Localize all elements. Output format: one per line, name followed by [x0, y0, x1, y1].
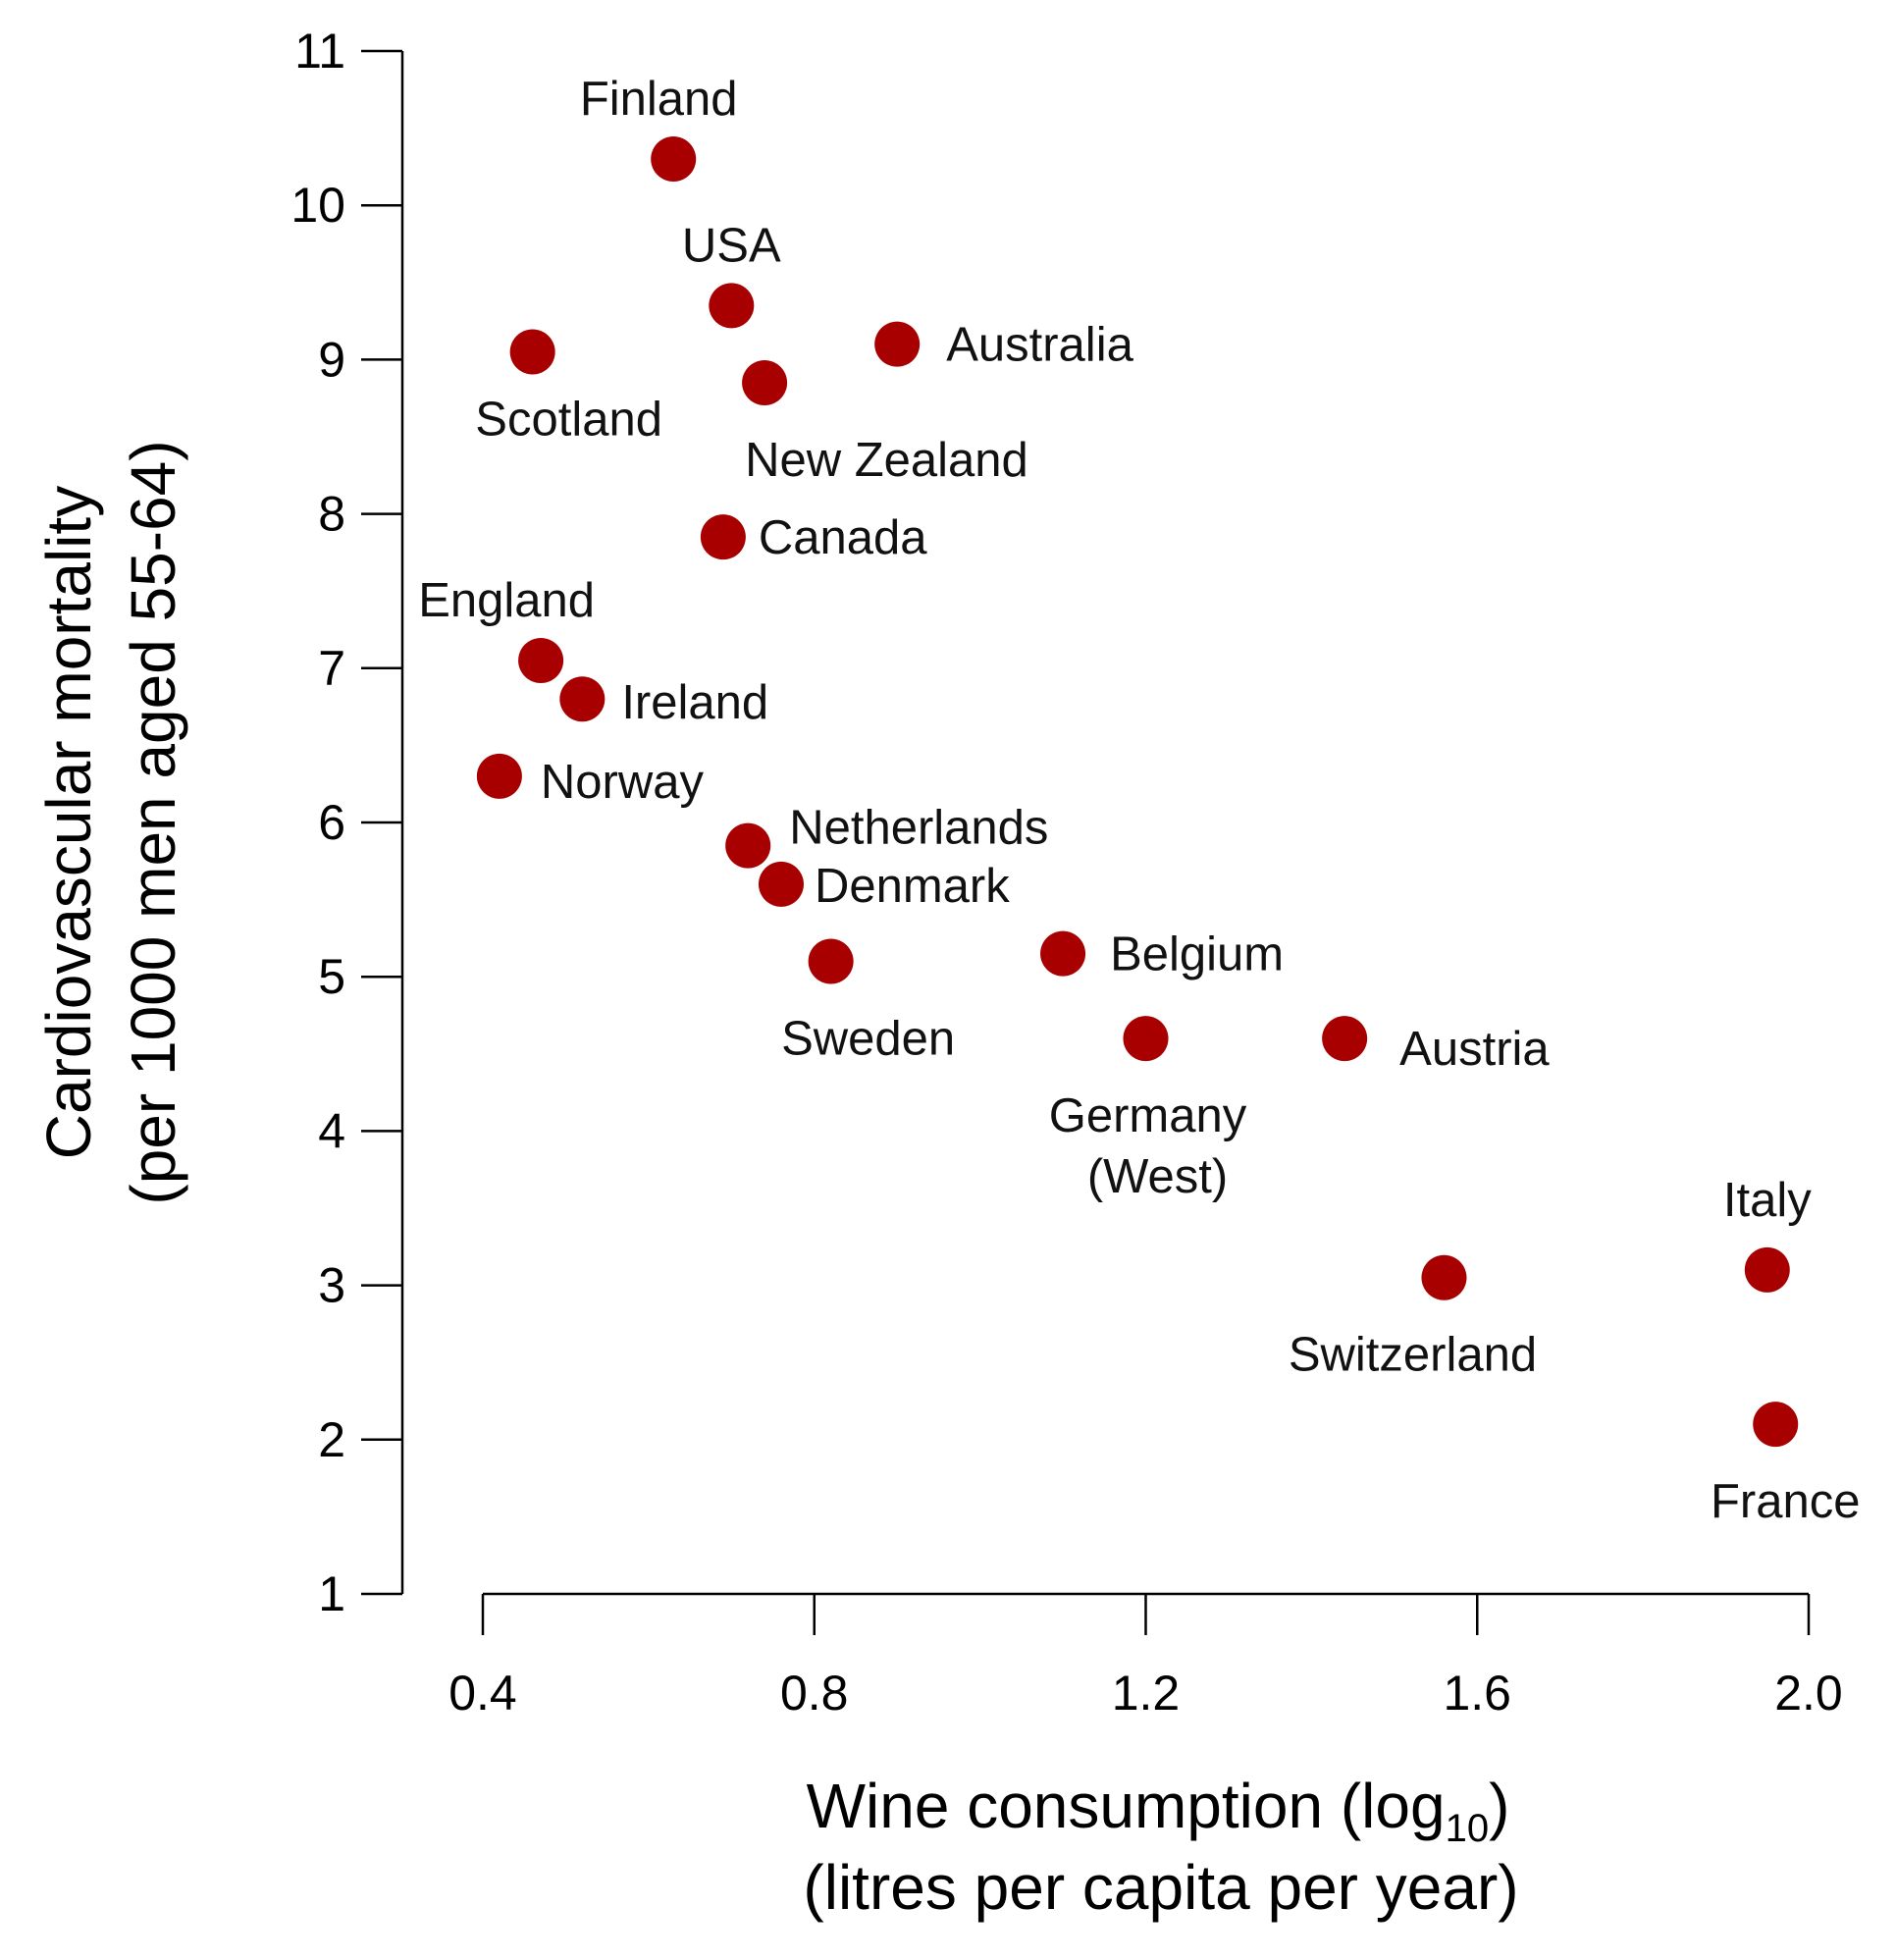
data-point	[1040, 930, 1086, 977]
point-label: Scotland	[475, 394, 662, 447]
y-tick-label: 2	[318, 1412, 345, 1467]
data-point	[509, 329, 555, 375]
point-label: Ireland	[621, 676, 768, 729]
point-label: Belgium	[1110, 928, 1284, 981]
axis-titles: Cardiovascular mortality (per 1000 men a…	[33, 440, 1519, 1923]
data-point	[874, 321, 921, 367]
point-label: France	[1711, 1475, 1861, 1528]
x-tick-label: 2.0	[1774, 1666, 1843, 1721]
data-point	[1753, 1402, 1799, 1448]
point-label: Germany	[1049, 1089, 1247, 1142]
point-label: Sweden	[781, 1012, 955, 1065]
x-tick-label: 0.4	[448, 1666, 517, 1721]
data-point	[709, 283, 755, 329]
data-points: Finland USA Scotland Australia New Zealand Ca…	[418, 73, 1860, 1528]
x-axis-title: Wine consumption (log10)	[807, 1771, 1510, 1850]
x-tick-label: 1.6	[1443, 1666, 1511, 1721]
point-label: New Zealand	[745, 434, 1028, 487]
point-label: Denmark	[815, 860, 1010, 913]
y-tick-label: 11	[294, 24, 345, 79]
y-tick-label: 10	[290, 178, 345, 233]
y-tick-label: 1	[318, 1566, 345, 1621]
y-axis: 1 2 3 4 5 6 7 8 9 10 11	[290, 24, 404, 1621]
data-point	[808, 938, 854, 984]
data-point	[518, 637, 564, 683]
y-axis-title: Cardiovascular mortality	[33, 486, 104, 1159]
y-tick-label: 4	[318, 1103, 345, 1158]
y-tick-label: 6	[318, 795, 345, 850]
data-point	[1123, 1016, 1169, 1062]
data-point	[758, 861, 804, 907]
point-label: USA	[682, 219, 781, 272]
data-point	[476, 753, 522, 799]
x-axis: 0.4 0.8 1.2 1.6 2.0	[448, 1592, 1843, 1721]
data-point	[1322, 1016, 1368, 1062]
data-point	[1421, 1254, 1467, 1300]
x-axis-title-suffix: )	[1489, 1771, 1509, 1841]
point-label: Austria	[1399, 1023, 1550, 1076]
data-point	[700, 514, 746, 560]
data-point	[742, 359, 788, 405]
y-axis-title-line2: (per 1000 men aged 55-64)	[118, 440, 188, 1204]
data-point	[559, 676, 606, 722]
point-label: Canada	[759, 511, 927, 564]
x-axis-title-line2: (litres per capita per year)	[803, 1852, 1518, 1923]
y-tick-label: 9	[318, 332, 345, 387]
point-label-line2: (West)	[1087, 1150, 1228, 1203]
point-label: Finland	[580, 73, 738, 126]
x-axis-title-main: Wine consumption (log	[807, 1771, 1446, 1841]
point-label: Australia	[946, 319, 1133, 372]
point-label: Switzerland	[1289, 1329, 1537, 1382]
y-tick-label: 3	[318, 1258, 345, 1313]
y-tick-label: 8	[318, 487, 345, 542]
y-tick-label: 7	[318, 641, 345, 696]
x-tick-label: 1.2	[1112, 1666, 1181, 1721]
data-point	[651, 136, 697, 183]
y-tick-label: 5	[318, 949, 345, 1004]
x-tick-label: 0.8	[780, 1666, 849, 1721]
point-label: Netherlands	[789, 802, 1048, 855]
point-label: Norway	[541, 756, 705, 809]
x-axis-title-subscript: 10	[1446, 1807, 1490, 1850]
data-point	[1744, 1246, 1790, 1293]
point-label: Italy	[1723, 1174, 1812, 1227]
data-point	[725, 822, 771, 869]
point-label: England	[418, 574, 595, 627]
